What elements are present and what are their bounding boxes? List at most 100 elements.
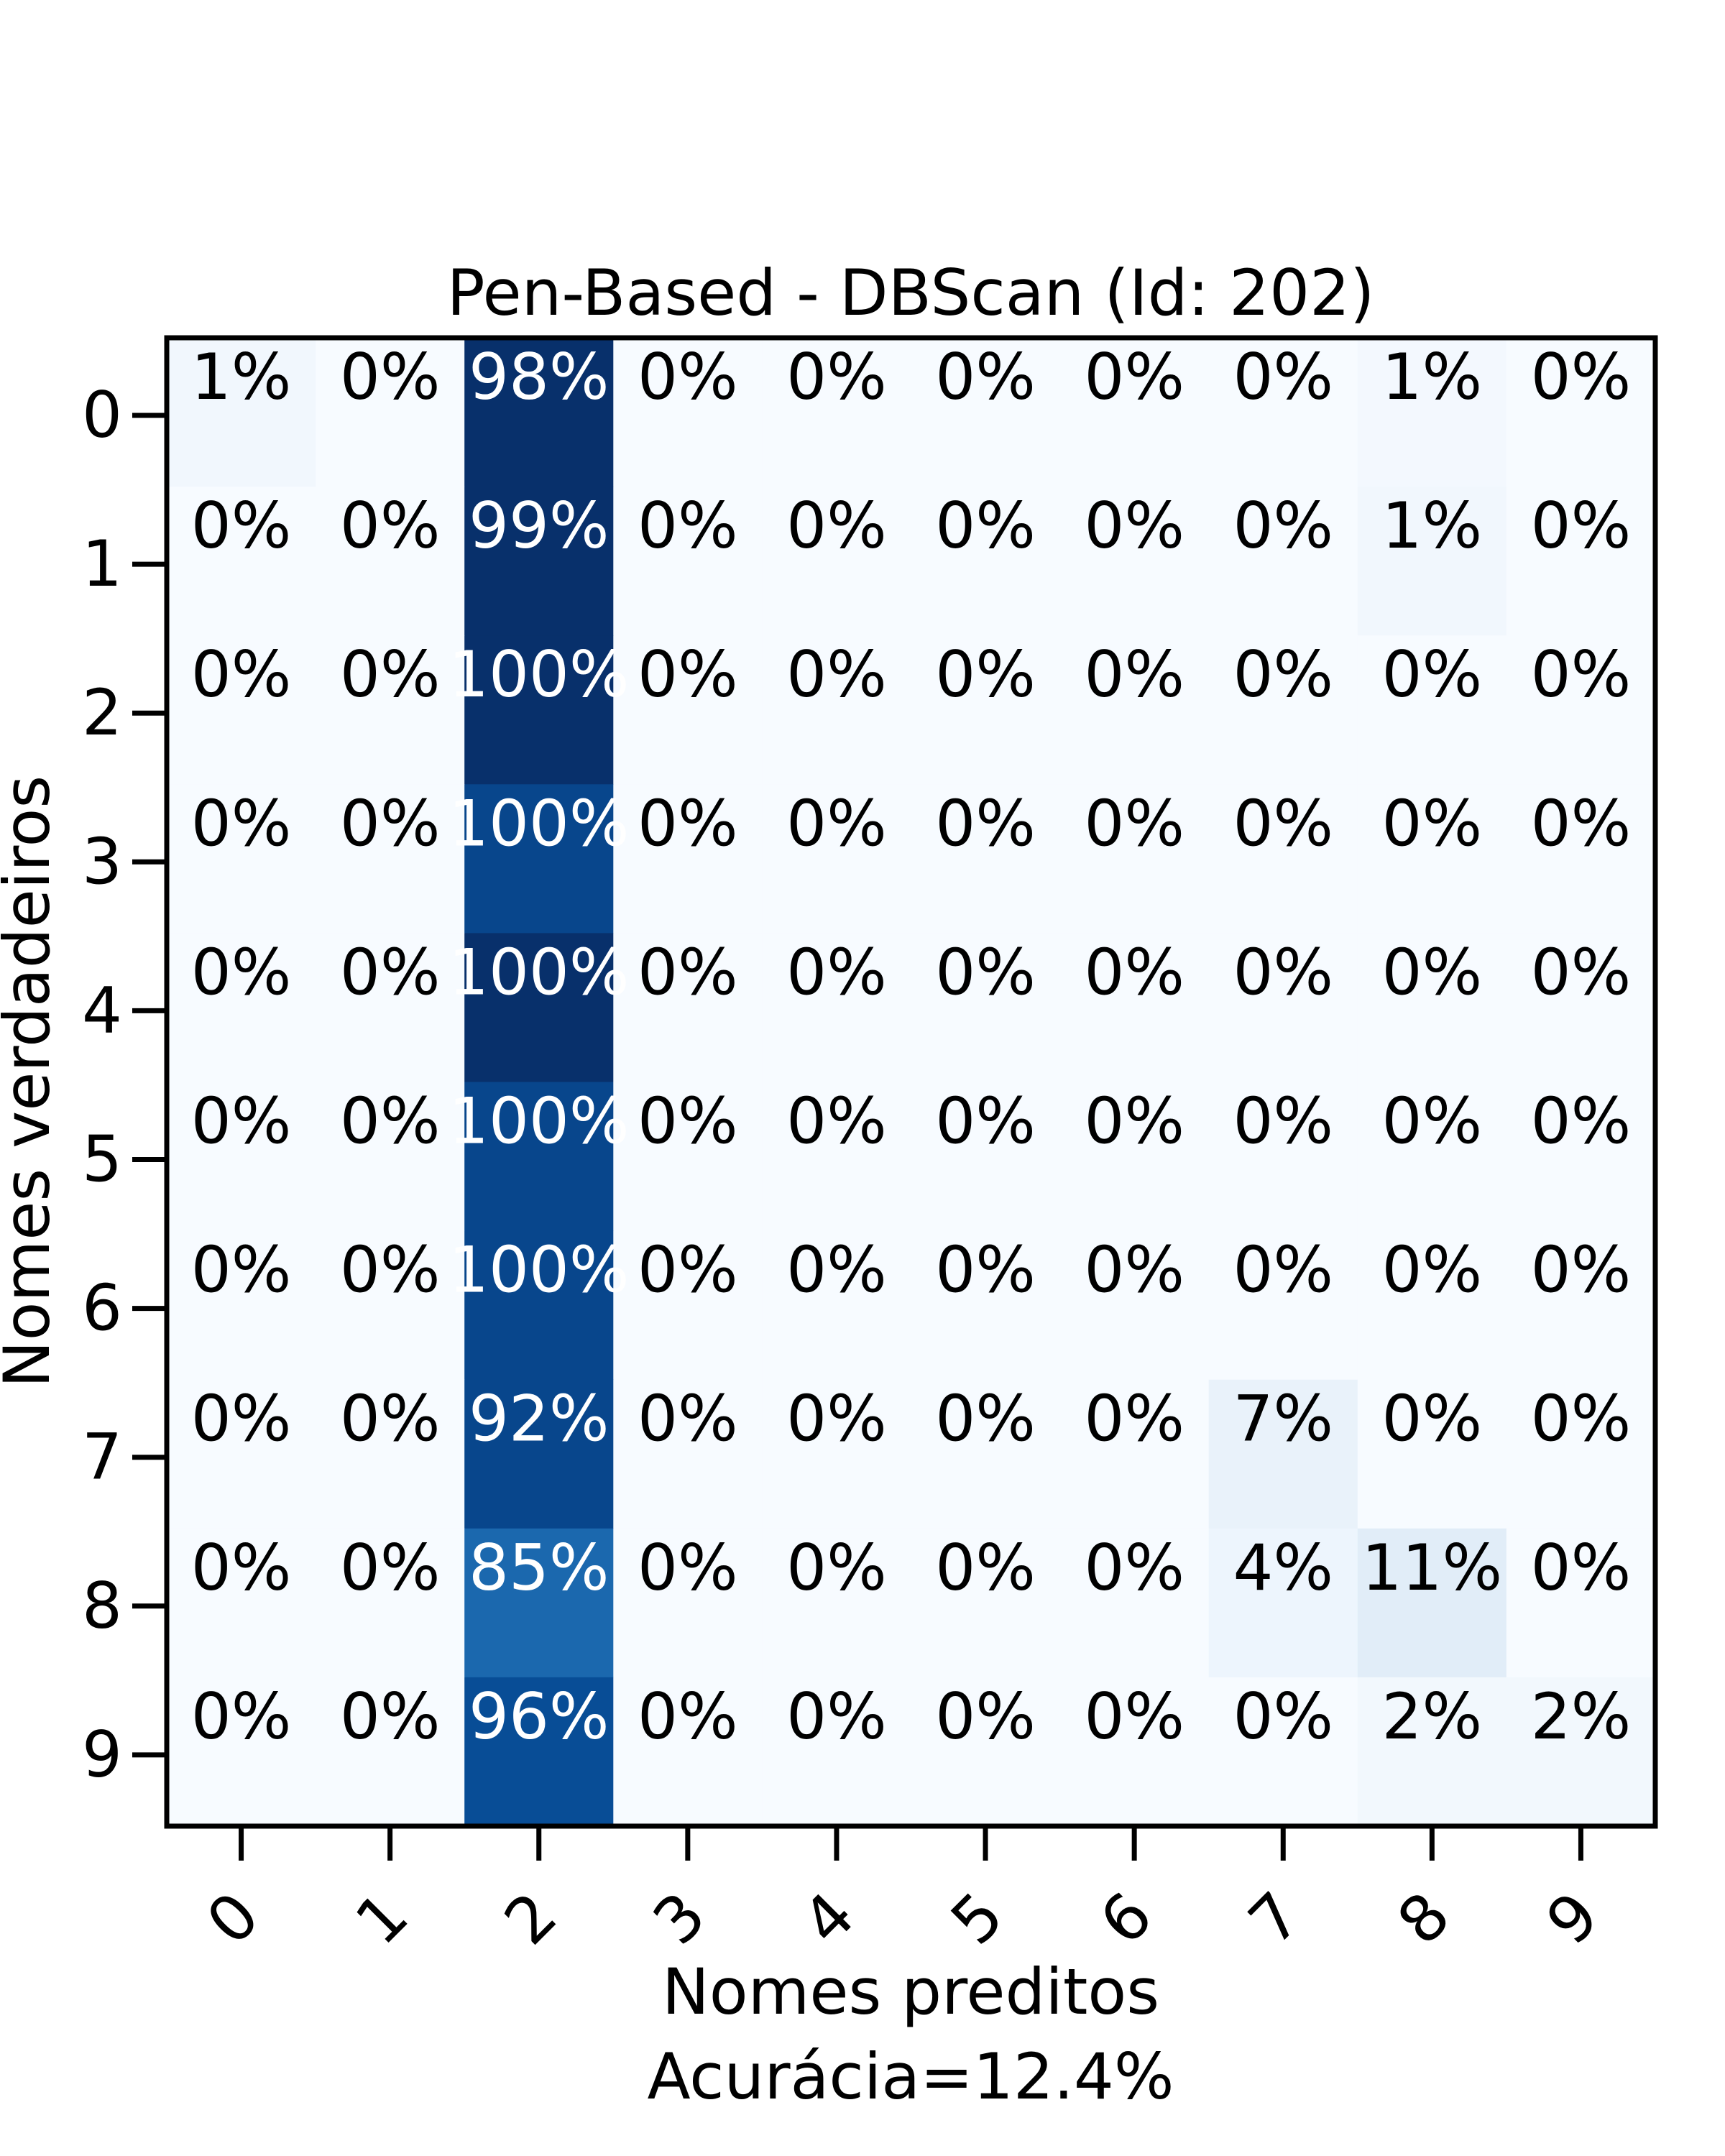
cell-label-2-2: 100% bbox=[448, 637, 630, 711]
heatmap-cell-2-8 bbox=[1357, 635, 1507, 785]
heatmap-cell-5-2 bbox=[464, 1082, 614, 1232]
heatmap-cell-1-1 bbox=[316, 487, 465, 636]
heatmap-cell-1-4 bbox=[762, 487, 912, 636]
heatmap-cell-4-4 bbox=[762, 933, 912, 1083]
cell-label-5-7: 0% bbox=[1233, 1084, 1333, 1158]
heatmap-cell-3-6 bbox=[1059, 784, 1210, 934]
cell-label-7-6: 0% bbox=[1084, 1382, 1184, 1456]
heatmap-cell-1-0 bbox=[167, 487, 316, 636]
cell-label-4-0: 0% bbox=[191, 935, 292, 1009]
heatmap-cell-5-7 bbox=[1208, 1082, 1358, 1232]
cell-label-1-1: 0% bbox=[340, 489, 441, 563]
heatmap-cell-8-9 bbox=[1506, 1528, 1656, 1678]
heatmap-cell-9-7 bbox=[1208, 1677, 1358, 1827]
cell-label-8-0: 0% bbox=[191, 1531, 292, 1605]
cell-label-1-3: 0% bbox=[638, 489, 738, 563]
heatmap-cell-3-7 bbox=[1208, 784, 1358, 934]
cell-label-8-1: 0% bbox=[340, 1531, 441, 1605]
heatmap-cell-7-2 bbox=[464, 1379, 614, 1529]
cell-label-0-6: 0% bbox=[1084, 340, 1184, 414]
cell-label-0-3: 0% bbox=[638, 340, 738, 414]
cell-label-4-7: 0% bbox=[1233, 935, 1333, 1009]
cell-label-0-5: 0% bbox=[935, 340, 1036, 414]
cell-label-2-4: 0% bbox=[786, 637, 887, 711]
cell-label-2-0: 0% bbox=[191, 637, 292, 711]
heatmap-cell-8-6 bbox=[1059, 1528, 1210, 1678]
cell-label-9-9: 2% bbox=[1531, 1680, 1632, 1754]
cell-label-9-2: 96% bbox=[469, 1680, 610, 1754]
heatmap-cell-0-0 bbox=[167, 338, 316, 487]
heatmap-cell-0-3 bbox=[613, 338, 763, 487]
cell-label-1-2: 99% bbox=[469, 489, 610, 563]
cell-label-3-7: 0% bbox=[1233, 786, 1333, 860]
heatmap-cell-8-2 bbox=[464, 1528, 614, 1678]
cell-label-1-5: 0% bbox=[935, 489, 1036, 563]
cell-label-9-4: 0% bbox=[786, 1680, 887, 1754]
cell-label-6-5: 0% bbox=[935, 1233, 1036, 1307]
heatmap-cell-1-3 bbox=[613, 487, 763, 636]
y-tick-label-7: 7 bbox=[82, 1420, 122, 1494]
heatmap-cell-7-6 bbox=[1059, 1379, 1210, 1529]
heatmap-cell-6-9 bbox=[1506, 1230, 1656, 1381]
y-axis-label: Nomes verdadeiros bbox=[0, 775, 64, 1388]
heatmap-cell-2-1 bbox=[316, 635, 465, 785]
heatmap-cell-5-5 bbox=[911, 1082, 1061, 1232]
heatmap-cell-0-5 bbox=[911, 338, 1061, 487]
heatmap-cell-9-4 bbox=[762, 1677, 912, 1827]
heatmap-cell-5-9 bbox=[1506, 1082, 1656, 1232]
y-tick-label-9: 9 bbox=[82, 1718, 122, 1792]
cell-label-1-9: 0% bbox=[1531, 489, 1632, 563]
heatmap-cell-4-9 bbox=[1506, 933, 1656, 1083]
cell-label-8-2: 85% bbox=[469, 1531, 610, 1605]
heatmap-cells bbox=[167, 338, 1656, 1827]
cell-label-1-6: 0% bbox=[1084, 489, 1184, 563]
cell-label-0-2: 98% bbox=[469, 340, 610, 414]
cell-label-6-4: 0% bbox=[786, 1233, 887, 1307]
cell-label-9-6: 0% bbox=[1084, 1680, 1184, 1754]
cell-label-7-3: 0% bbox=[638, 1382, 738, 1456]
heatmap-cell-2-7 bbox=[1208, 635, 1358, 785]
cell-label-5-8: 0% bbox=[1382, 1084, 1483, 1158]
cell-label-1-8: 1% bbox=[1382, 489, 1483, 563]
cell-label-7-1: 0% bbox=[340, 1382, 441, 1456]
heatmap-cell-0-1 bbox=[316, 338, 465, 487]
cell-label-0-9: 0% bbox=[1531, 340, 1632, 414]
chart-title: Pen-Based - DBScan (Id: 202) bbox=[447, 256, 1375, 330]
heatmap-cell-3-3 bbox=[613, 784, 763, 934]
heatmap-cell-2-5 bbox=[911, 635, 1061, 785]
heatmap-cell-4-5 bbox=[911, 933, 1061, 1083]
heatmap-cell-8-1 bbox=[316, 1528, 465, 1678]
cell-label-2-5: 0% bbox=[935, 637, 1036, 711]
heatmap-cell-1-7 bbox=[1208, 487, 1358, 636]
heatmap-cell-6-8 bbox=[1357, 1230, 1507, 1381]
cell-label-6-9: 0% bbox=[1531, 1233, 1632, 1307]
cell-label-4-5: 0% bbox=[935, 935, 1036, 1009]
heatmap-cell-9-5 bbox=[911, 1677, 1061, 1827]
cell-label-6-3: 0% bbox=[638, 1233, 738, 1307]
heatmap-cell-0-6 bbox=[1059, 338, 1210, 487]
cell-label-7-2: 92% bbox=[469, 1382, 610, 1456]
heatmap-cell-4-8 bbox=[1357, 933, 1507, 1083]
cell-label-6-2: 100% bbox=[448, 1233, 630, 1307]
cell-label-5-0: 0% bbox=[191, 1084, 292, 1158]
heatmap-cell-3-1 bbox=[316, 784, 465, 934]
heatmap-cell-9-2 bbox=[464, 1677, 614, 1827]
heatmap-cell-7-9 bbox=[1506, 1379, 1656, 1529]
heatmap-cell-9-1 bbox=[316, 1677, 465, 1827]
heatmap-cell-4-2 bbox=[464, 933, 614, 1083]
cell-label-8-7: 4% bbox=[1233, 1531, 1333, 1605]
cell-label-4-3: 0% bbox=[638, 935, 738, 1009]
heatmap-cell-9-0 bbox=[167, 1677, 316, 1827]
heatmap-cell-5-4 bbox=[762, 1082, 912, 1232]
heatmap-cell-6-2 bbox=[464, 1230, 614, 1381]
cell-label-3-3: 0% bbox=[638, 786, 738, 860]
cell-label-8-3: 0% bbox=[638, 1531, 738, 1605]
heatmap-cell-1-8 bbox=[1357, 487, 1507, 636]
heatmap-cell-8-3 bbox=[613, 1528, 763, 1678]
heatmap-cell-8-0 bbox=[167, 1528, 316, 1678]
heatmap-cell-7-5 bbox=[911, 1379, 1061, 1529]
heatmap-cell-2-3 bbox=[613, 635, 763, 785]
heatmap-cell-9-9 bbox=[1506, 1677, 1656, 1827]
cell-label-3-5: 0% bbox=[935, 786, 1036, 860]
